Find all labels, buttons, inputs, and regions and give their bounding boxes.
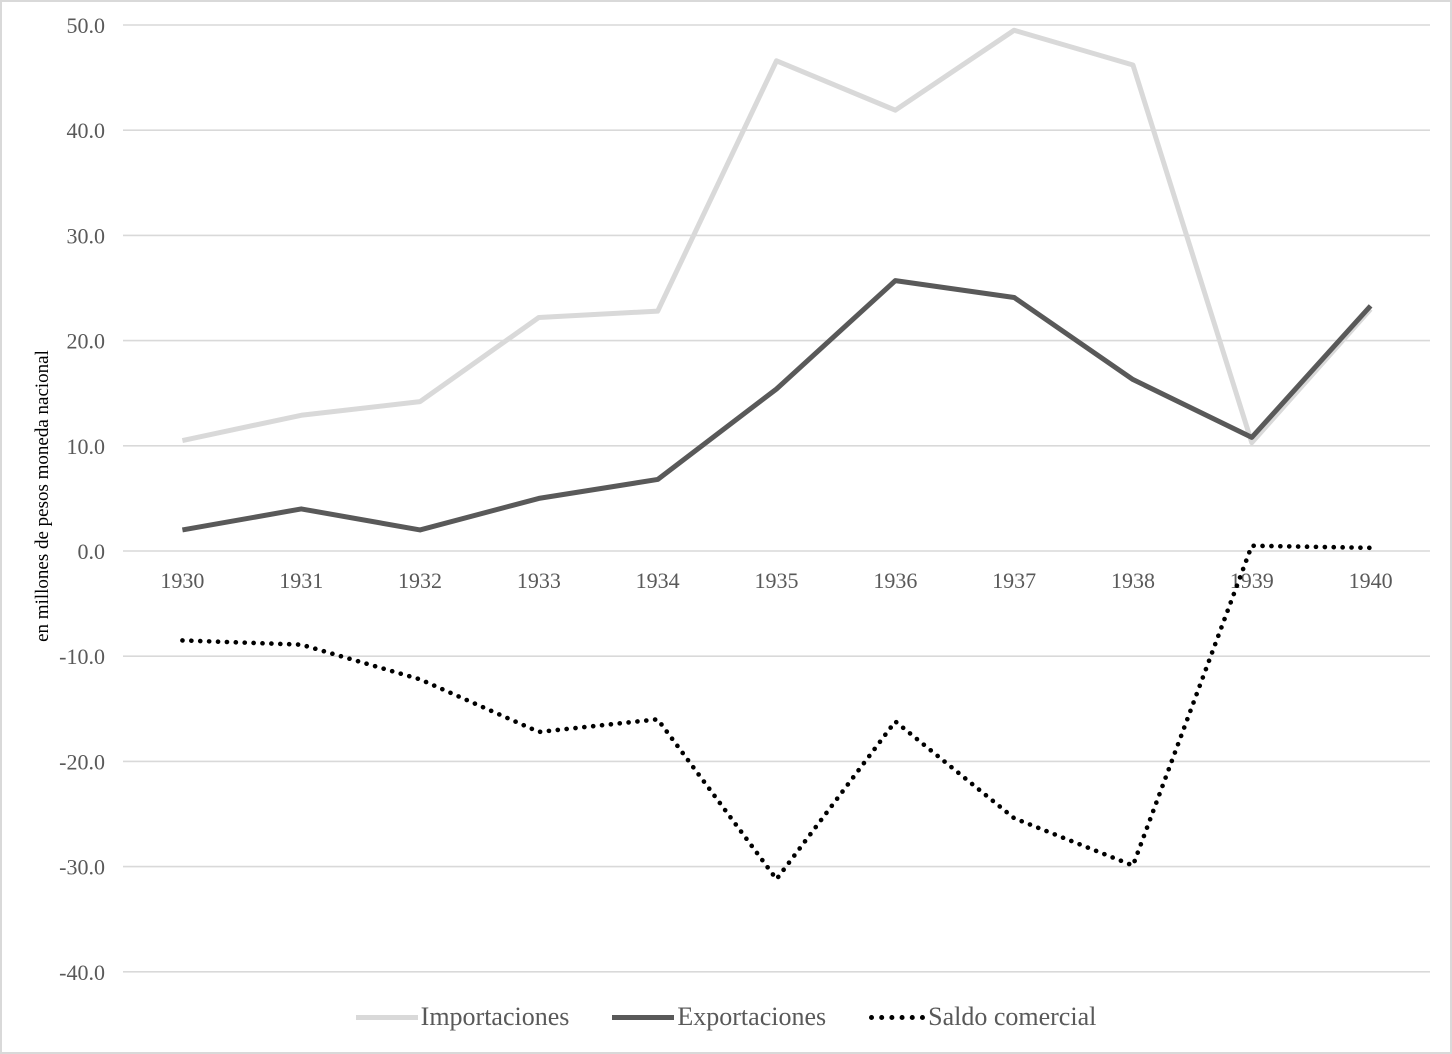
- legend-item-importaciones: Importaciones: [355, 1002, 570, 1031]
- y-tick-label: -20.0: [59, 749, 105, 774]
- legend: Importaciones Exportaciones Saldo comerc…: [2, 1004, 1450, 1030]
- y-tick-label: 50.0: [67, 13, 106, 38]
- x-tick-label: 1940: [1349, 568, 1393, 593]
- x-tick-label: 1937: [992, 568, 1036, 593]
- x-tick-label: 1939: [1230, 568, 1274, 593]
- series-line-exportaciones: [181, 278, 1373, 533]
- legend-label-saldo: Saldo comercial: [928, 1002, 1097, 1031]
- x-tick-label: 1933: [517, 568, 561, 593]
- saldo-dotted-swatch: [869, 1014, 926, 1020]
- y-tick-label: 30.0: [67, 223, 106, 248]
- x-tick-label: 1935: [755, 568, 799, 593]
- y-tick-label: 20.0: [67, 329, 106, 354]
- legend-label-exportaciones: Exportaciones: [677, 1002, 827, 1031]
- y-tick-label: 40.0: [67, 118, 106, 143]
- x-tick-label: 1936: [873, 568, 917, 593]
- series-lines: [180, 27, 1373, 882]
- x-axis-tick-labels: 1930 1931 1932 1933 1934 1935 1936 1937 1938 1939…: [160, 568, 1392, 593]
- importaciones-line-swatch: [355, 1014, 418, 1020]
- legend-item-saldo: Saldo comercial: [869, 1004, 1096, 1030]
- y-tick-label: -10.0: [59, 644, 105, 669]
- legend-label-importaciones: Importaciones: [420, 1002, 570, 1031]
- x-tick-label: 1932: [398, 568, 442, 593]
- y-axis-title: en millones de pesos moneda nacional: [32, 350, 53, 642]
- x-tick-label: 1934: [636, 568, 680, 593]
- series-line-importaciones: [181, 27, 1373, 446]
- y-tick-label: -40.0: [59, 960, 105, 985]
- y-tick-label: 0.0: [78, 539, 106, 564]
- exportaciones-line-swatch: [612, 1014, 675, 1020]
- legend-item-exportaciones: Exportaciones: [612, 1004, 826, 1030]
- y-axis-tick-labels: 50.0 40.0 30.0 20.0 10.0 0.0 -10.0 -20.0 -30.0 -4…: [59, 13, 105, 985]
- gridlines: [123, 24, 1430, 973]
- y-tick-label: -30.0: [59, 855, 105, 880]
- x-tick-label: 1938: [1111, 568, 1155, 593]
- x-tick-label: 1930: [160, 568, 204, 593]
- y-tick-label: 10.0: [67, 434, 106, 459]
- series-line-saldo-comercial: [180, 543, 1373, 882]
- x-tick-label: 1931: [279, 568, 323, 593]
